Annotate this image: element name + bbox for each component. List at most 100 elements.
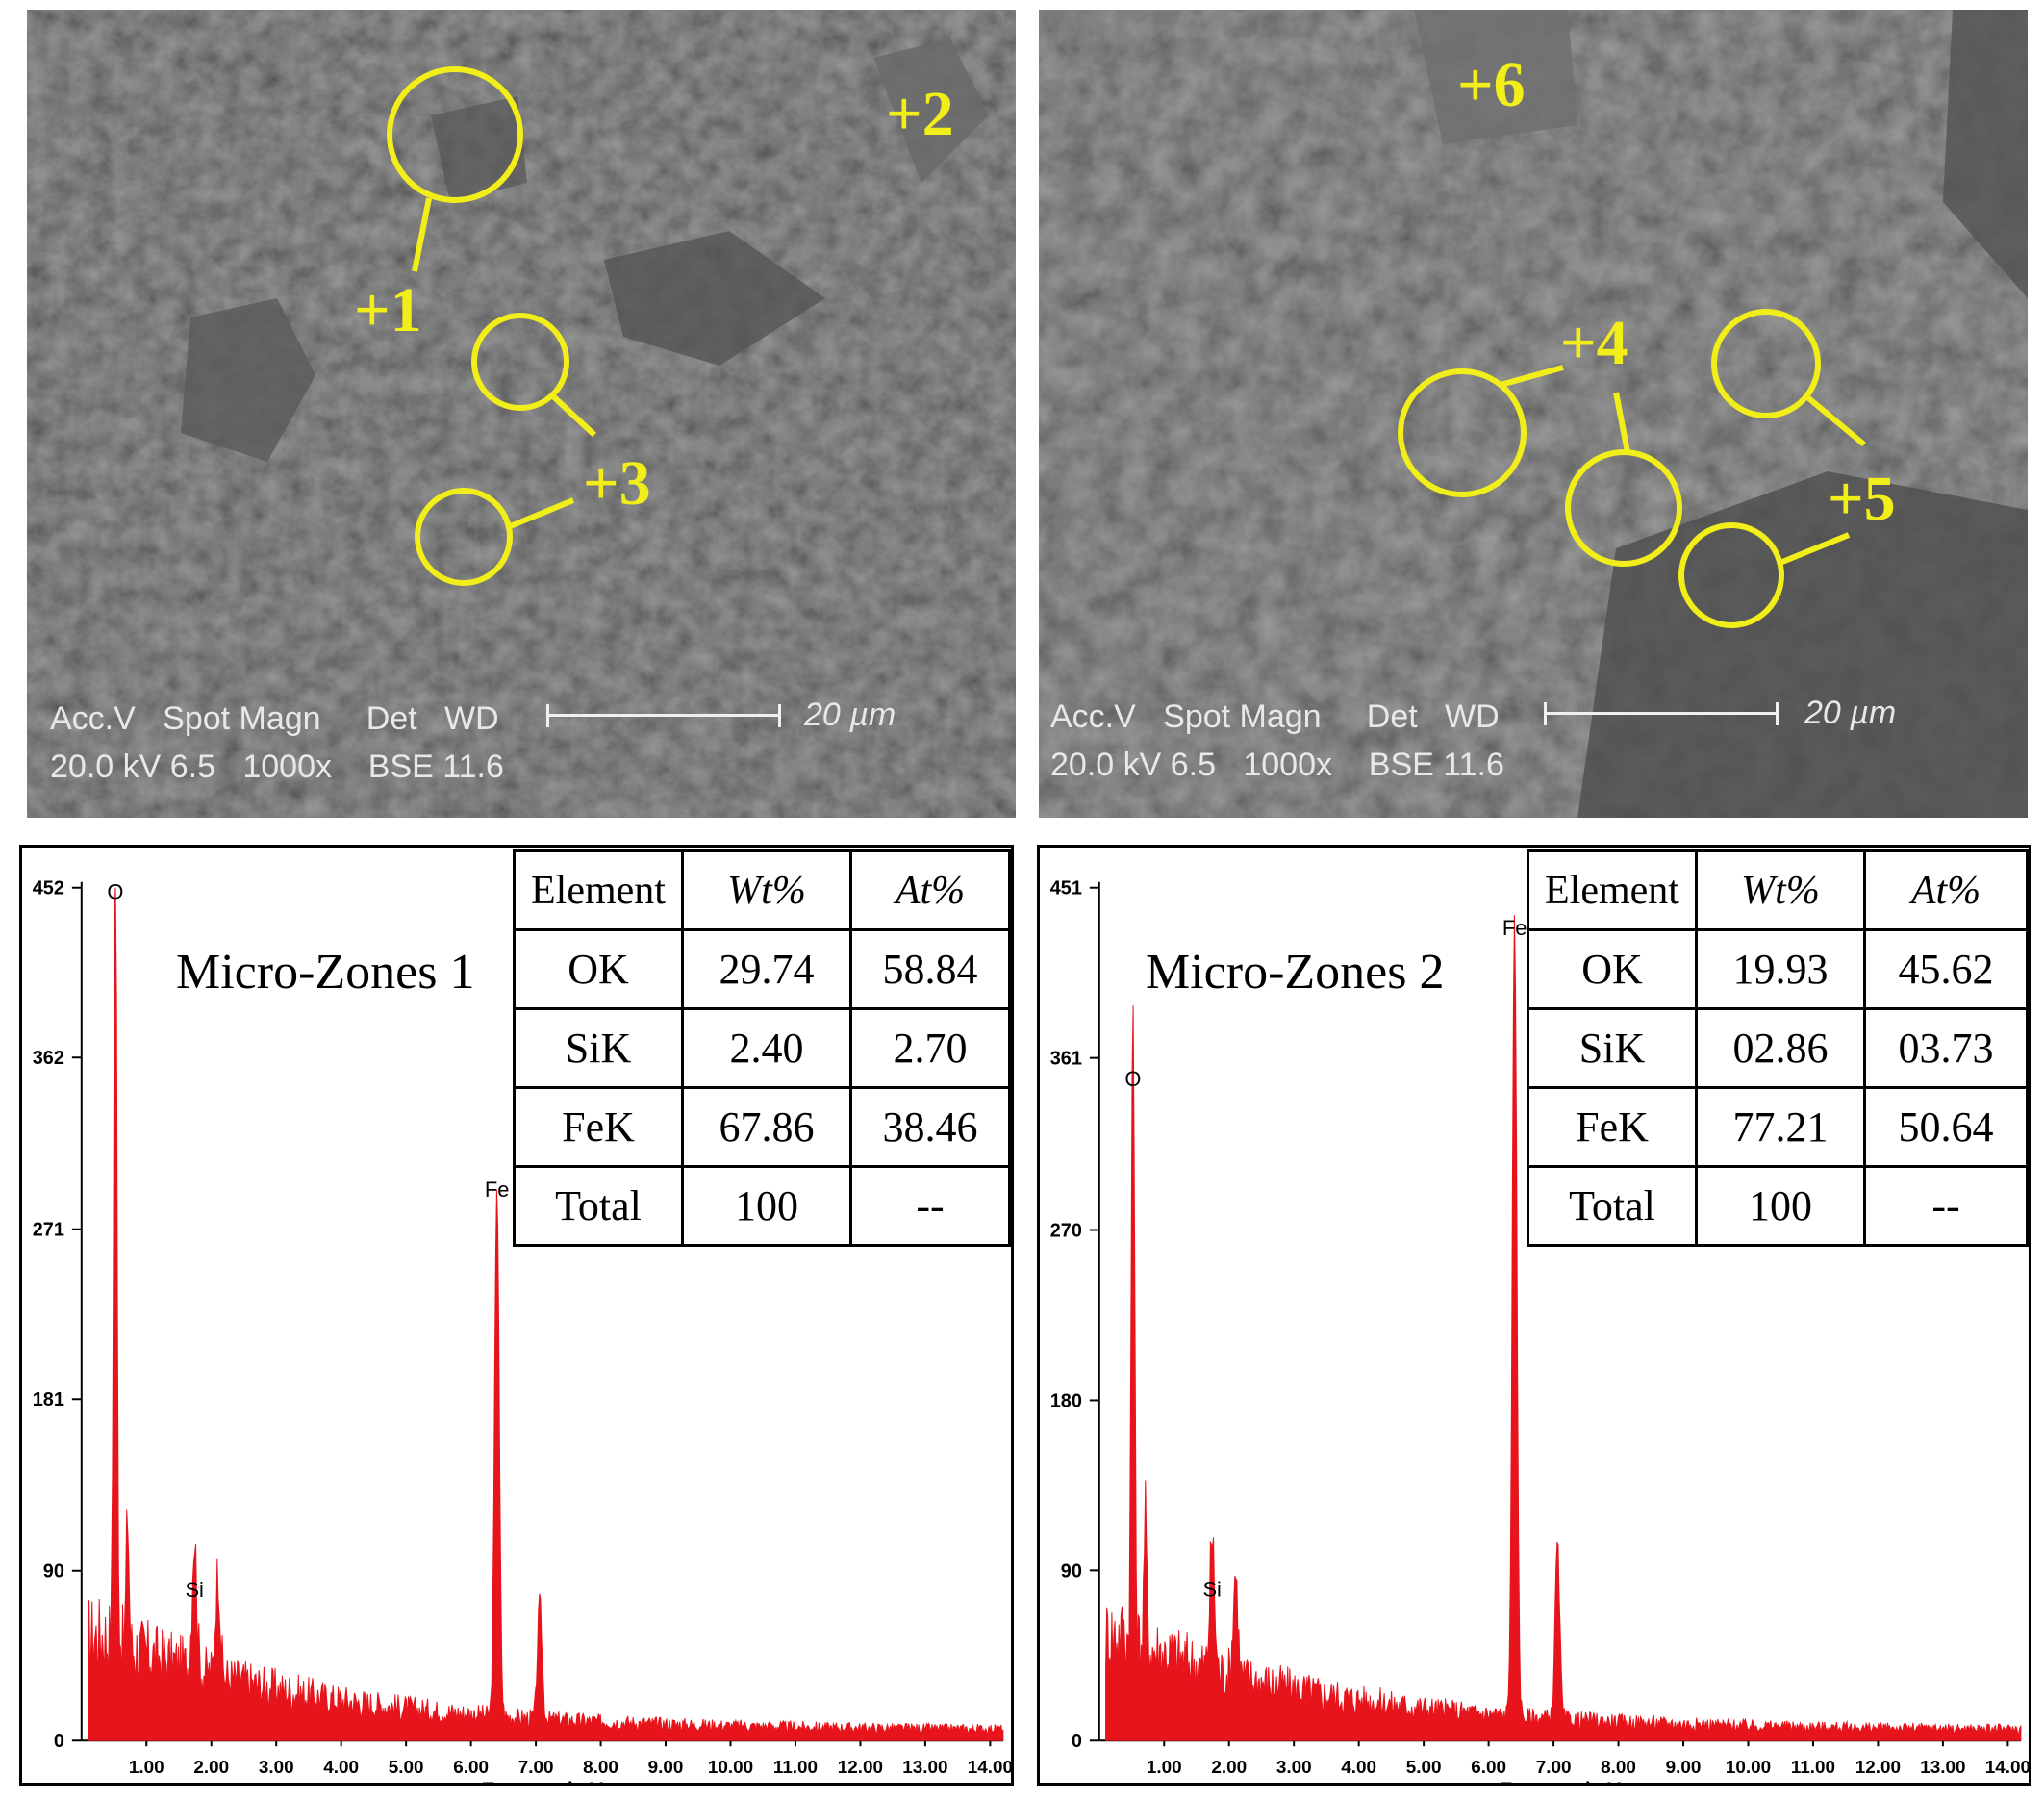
cell-at: 03.73 <box>1863 1007 2029 1089</box>
cell-wt: 67.86 <box>681 1086 852 1168</box>
x-tick-label: 13.00 <box>1920 1758 1965 1778</box>
sem-meta-line1: Acc.V Spot Magn Det WD <box>1050 698 1500 735</box>
x-tick-label: 8.00 <box>1601 1758 1636 1778</box>
cell-element: SiK <box>1527 1007 1698 1089</box>
cell-wt: 77.21 <box>1695 1086 1866 1168</box>
y-tick-label: 452 <box>33 878 64 900</box>
sem-meta-line2: 20.0 kV 6.5 1000x BSE 11.6 <box>50 748 504 785</box>
x-tick-label: 5.00 <box>1406 1758 1442 1778</box>
y-tick-label: 180 <box>1050 1390 1082 1411</box>
peak-label: Si <box>1202 1578 1221 1602</box>
cell-element: Total <box>1527 1165 1698 1247</box>
x-tick-label: 8.00 <box>583 1758 618 1778</box>
peak-label: Si <box>185 1578 203 1602</box>
scale-label: 20 µm <box>1804 695 1897 731</box>
spectrum-area <box>1105 915 2022 1741</box>
x-axis-label: Energy - keV <box>1500 1779 1621 1783</box>
x-tick-label: 12.00 <box>838 1758 883 1778</box>
y-tick-label: 451 <box>1050 878 1082 900</box>
x-axis-label: Energy - keV <box>482 1779 603 1783</box>
y-tick-label: 361 <box>1050 1049 1082 1070</box>
cell-wt: 29.74 <box>681 928 852 1010</box>
marker-3: +3 <box>583 448 651 519</box>
eds-spectrum-chart-1: 0 90 181 271 362 452 1.00 2.00 3.00 4.00 5.00 6.00 7… <box>33 878 1011 1783</box>
x-tick-label: 3.00 <box>259 1758 294 1778</box>
header-at: At% <box>849 849 1011 931</box>
marker-2: +2 <box>886 79 954 149</box>
cell-at: 38.46 <box>849 1086 1011 1168</box>
x-tick-label: 5.00 <box>389 1758 424 1778</box>
x-tick-label: 10.00 <box>1726 1758 1771 1778</box>
x-tick-label: 14.00 <box>968 1758 1011 1778</box>
cell-wt: 2.40 <box>681 1007 852 1089</box>
cell-wt: 100 <box>681 1165 852 1247</box>
y-tick-label: 271 <box>33 1220 64 1241</box>
cell-at: -- <box>849 1165 1011 1247</box>
cell-at: -- <box>1863 1165 2029 1247</box>
x-tick-label: 6.00 <box>1471 1758 1506 1778</box>
sem-image-left: +1 +2 +3 Acc.V Spot Magn Det WD 20.0 kV … <box>27 10 1016 818</box>
x-tick-label: 2.00 <box>193 1758 229 1778</box>
y-tick-label: 270 <box>1050 1220 1082 1241</box>
x-tick-label: 9.00 <box>1666 1758 1702 1778</box>
x-tick-label: 3.00 <box>1276 1758 1312 1778</box>
sem-texture <box>1039 10 2028 818</box>
sem-image-right: +6 +4 +5 Acc.V Spot Magn Det WD 20.0 kV … <box>1039 10 2028 818</box>
chart-title: Micro-Zones 2 <box>1146 945 1445 1000</box>
header-wt: Wt% <box>681 849 852 931</box>
cell-element: OK <box>513 928 684 1010</box>
cell-element: FeK <box>513 1086 684 1168</box>
y-tick-label: 362 <box>33 1048 64 1069</box>
eds-spectrum-panel-1: 0 90 181 271 362 452 1.00 2.00 3.00 4.00 5.00 6.00 7… <box>19 845 1014 1786</box>
cell-wt: 100 <box>1695 1165 1866 1247</box>
peak-label: Fe <box>485 1178 510 1202</box>
cell-wt: 19.93 <box>1695 928 1866 1010</box>
cell-at: 58.84 <box>849 928 1011 1010</box>
cell-wt: 02.86 <box>1695 1007 1866 1089</box>
cell-element: OK <box>1527 928 1698 1010</box>
cell-at: 50.64 <box>1863 1086 2029 1168</box>
cell-at: 2.70 <box>849 1007 1011 1089</box>
marker-6: +6 <box>1457 50 1526 120</box>
eds-spectrum-panel-2: 0 90 180 270 361 451 1.00 2.00 3.00 4.00 5.00 6.00 7… <box>1037 845 2031 1786</box>
header-wt: Wt% <box>1695 849 1866 931</box>
x-tick-label: 11.00 <box>1791 1758 1835 1778</box>
x-tick-label: 14.00 <box>1985 1758 2029 1778</box>
y-tick-label: 90 <box>43 1561 64 1583</box>
marker-5: +5 <box>1828 464 1896 534</box>
marker-4: +4 <box>1560 308 1628 378</box>
header-element: Element <box>1527 849 1698 931</box>
y-tick-label: 0 <box>54 1731 64 1752</box>
cell-element: Total <box>513 1165 684 1247</box>
chart-title: Micro-Zones 1 <box>176 945 475 1000</box>
x-tick-label: 9.00 <box>648 1758 684 1778</box>
x-tick-label: 4.00 <box>1341 1758 1376 1778</box>
cell-element: FeK <box>1527 1086 1698 1168</box>
scale-bar <box>546 704 781 727</box>
sem-meta-line2: 20.0 kV 6.5 1000x BSE 11.6 <box>1050 747 1504 783</box>
x-tick-label: 1.00 <box>129 1758 164 1778</box>
sem-texture <box>27 10 1016 818</box>
x-tick-label: 6.00 <box>453 1758 489 1778</box>
scale-bar <box>1544 702 1779 725</box>
x-tick-label: 4.00 <box>323 1758 359 1778</box>
cell-element: SiK <box>513 1007 684 1089</box>
header-at: At% <box>1863 849 2029 931</box>
x-tick-label: 7.00 <box>1536 1758 1572 1778</box>
spectrum-area <box>88 887 1004 1741</box>
x-tick-label: 2.00 <box>1211 1758 1247 1778</box>
scale-label: 20 µm <box>804 697 896 733</box>
x-tick-label: 12.00 <box>1855 1758 1901 1778</box>
marker-1: +1 <box>354 275 422 345</box>
composition-table-1: Element Wt% At% OK 29.74 58.84 SiK 2.40 … <box>513 849 1011 1247</box>
header-element: Element <box>513 849 684 931</box>
peak-label: O <box>107 879 123 903</box>
peak-label: O <box>1124 1067 1141 1091</box>
peak-label: Fe <box>1502 916 1527 940</box>
x-tick-label: 11.00 <box>773 1758 818 1778</box>
composition-table-2: Element Wt% At% OK 19.93 45.62 SiK 02.86… <box>1527 849 2029 1247</box>
x-tick-label: 10.00 <box>708 1758 753 1778</box>
x-tick-label: 7.00 <box>518 1758 554 1778</box>
x-tick-label: 13.00 <box>902 1758 947 1778</box>
y-tick-label: 90 <box>1061 1560 1082 1582</box>
